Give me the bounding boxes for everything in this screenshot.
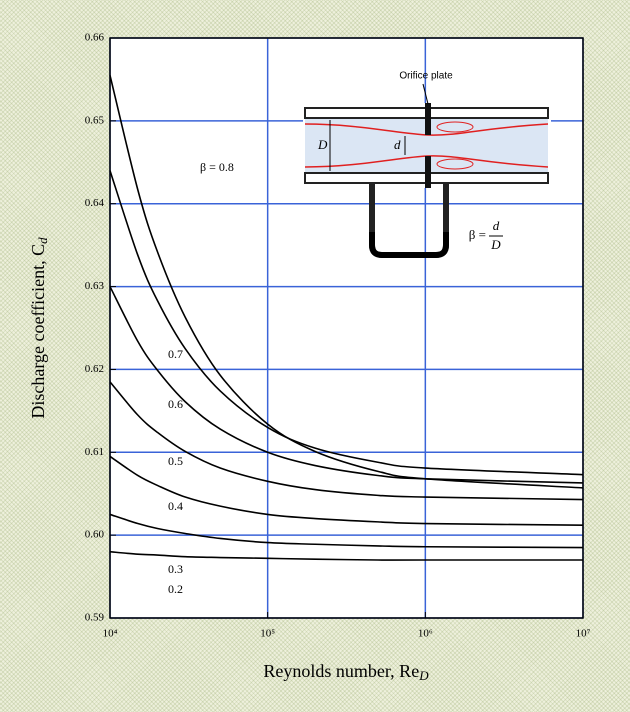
x-label-sub: D: [418, 668, 429, 683]
d-label: d: [394, 137, 401, 152]
curve-label: 0.3: [168, 562, 183, 576]
y-tick-label: 0.59: [85, 612, 105, 624]
eddy: [436, 121, 474, 133]
x-tick-label: 10⁶: [418, 628, 433, 640]
y-tick-label: 0.60: [85, 529, 105, 541]
curve-label: 0.7: [168, 347, 183, 361]
curve: [109, 286, 584, 484]
y-tick-label: 0.63: [85, 280, 105, 292]
D-label: D: [317, 137, 328, 152]
orifice-plate: [425, 103, 431, 135]
curve: [109, 550, 583, 561]
curves: [109, 75, 584, 561]
plot-frame: [109, 37, 584, 619]
curve: [109, 455, 584, 526]
pointer: [422, 83, 429, 105]
beta-den: D: [490, 237, 501, 252]
orifice-plate: [425, 156, 431, 188]
curve: [109, 170, 584, 476]
orifice-label: Orifice plate: [399, 71, 453, 82]
x-tick-label: 10⁴: [103, 628, 118, 640]
curve-label: 0.2: [168, 582, 183, 596]
orifice-diagram: Orifice plate D d β = d D: [303, 71, 551, 258]
curve: [109, 381, 584, 501]
beta-eq: β =: [469, 227, 486, 242]
beta-num: d: [493, 218, 500, 233]
y-tick-label: 0.66: [85, 32, 105, 44]
y-tick-label: 0.65: [85, 114, 105, 126]
y-tick-label: 0.61: [85, 446, 104, 458]
y-tick-label: 0.64: [85, 197, 105, 209]
curve-label: β = 0.8: [200, 160, 234, 174]
x-label-main: Reynolds number, Re: [263, 661, 419, 681]
manometer-fluid: [369, 232, 449, 258]
curve-label: 0.4: [168, 499, 183, 513]
y-tick-label: 0.62: [85, 363, 104, 375]
x-tick-label: 10⁷: [576, 628, 591, 640]
y-axis-label: Discharge coefficient, Cd: [28, 237, 50, 419]
x-axis-label: Reynolds number, ReD: [263, 661, 429, 683]
curve-label: 0.5: [168, 454, 183, 468]
y-label-main: Discharge coefficient, C: [28, 244, 48, 419]
eddy: [436, 158, 474, 170]
curve-label: 0.6: [168, 397, 183, 411]
x-tick-label: 10⁵: [260, 628, 275, 640]
curve: [109, 513, 584, 549]
y-label-sub: d: [35, 237, 50, 244]
